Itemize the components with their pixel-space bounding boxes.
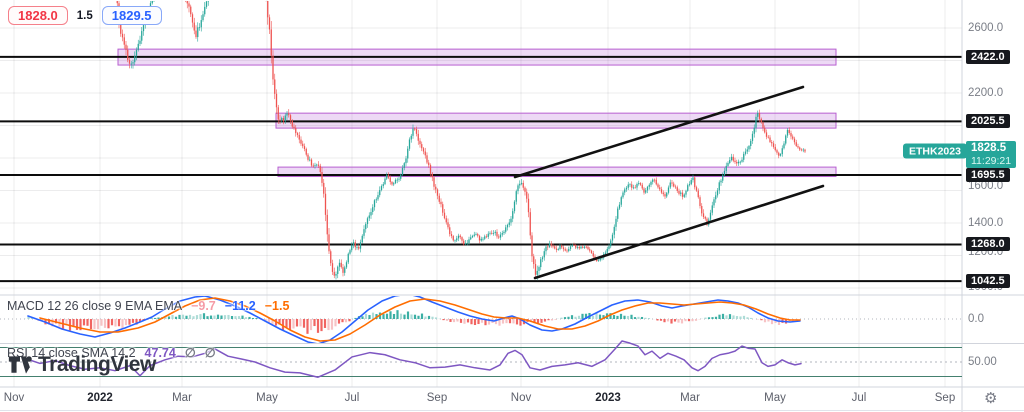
price-level-badge: 1042.5 xyxy=(966,274,1010,289)
price-axis-label: 0.0 xyxy=(968,313,984,325)
time-axis-label: Nov xyxy=(3,392,25,404)
tradingview-logo[interactable]: TradingView xyxy=(8,353,156,377)
time-axis-label: May xyxy=(256,392,278,404)
price-axis-label: 2200.0 xyxy=(968,87,1004,99)
time-axis-year-label: 2023 xyxy=(595,392,621,404)
support-resistance-lines[interactable] xyxy=(0,55,962,283)
candles xyxy=(116,1,806,281)
time-axis-label: Jul xyxy=(851,392,867,404)
supply-demand-zones[interactable] xyxy=(117,48,837,178)
price-axis-label: 2600.0 xyxy=(968,22,1004,34)
grid-lines xyxy=(0,0,962,387)
tradingview-logo-text: TradingView xyxy=(38,353,156,376)
countdown-timer: 11:29:21 xyxy=(971,155,1012,168)
last-price: 1828.5 xyxy=(971,142,1007,154)
price-axis-label: 50.00 xyxy=(968,356,997,368)
last-price-badge: 1828.5 11:29:21 xyxy=(966,141,1017,169)
time-axis-label: Nov xyxy=(510,392,532,404)
price-axis-label: 1600.0 xyxy=(968,180,1004,192)
price-level-badge: 1268.0 xyxy=(966,237,1010,252)
quote-bar: 1828.0 1.5 1829.5 xyxy=(8,6,162,25)
macd-legend[interactable]: MACD 12 26 close 9 EMA EMA −9.7 −11.2 −1.5 xyxy=(7,299,289,313)
time-axis-label: Mar xyxy=(680,392,700,404)
tradingview-logo-icon xyxy=(8,354,32,376)
time-axis-label: Sep xyxy=(426,392,448,404)
symbol-badge: ETHK2023 xyxy=(903,143,967,159)
rsi-value: ∅ xyxy=(184,346,196,360)
price-level-badge: 2025.5 xyxy=(966,114,1010,129)
time-axis-year-label: 2022 xyxy=(87,392,113,404)
trend-channel-lines[interactable] xyxy=(513,85,825,280)
rsi-label: RSI 14 close SMA 14 2 xyxy=(7,346,136,360)
rsi-legend[interactable]: RSI 14 close SMA 14 2 47.74 ∅ ∅ xyxy=(7,345,216,360)
time-axis-label: Sep xyxy=(934,392,956,404)
macd-value: −9.7 xyxy=(191,299,216,313)
macd-label: MACD 12 26 close 9 EMA EMA xyxy=(7,299,183,313)
price-axis-label: 1400.0 xyxy=(968,217,1004,229)
bid-price-button[interactable]: 1828.0 xyxy=(8,6,68,25)
macd-pane xyxy=(0,296,962,343)
settings-gear-icon[interactable]: ⚙ xyxy=(984,390,998,407)
macd-value: −1.5 xyxy=(264,299,290,313)
price-level-badge: 1695.5 xyxy=(966,167,1010,182)
time-axis-label: Mar xyxy=(172,392,192,404)
time-axis-label: May xyxy=(764,392,786,404)
macd-value: −11.2 xyxy=(224,299,256,313)
ask-price-button[interactable]: 1829.5 xyxy=(101,6,162,25)
time-axis-label: Jul xyxy=(344,392,360,404)
rsi-value: 47.74 xyxy=(144,346,176,360)
price-level-badge: 2422.0 xyxy=(966,49,1010,64)
rsi-value: ∅ xyxy=(204,346,216,360)
spread-value: 1.5 xyxy=(76,9,93,22)
rsi-pane xyxy=(0,340,962,378)
